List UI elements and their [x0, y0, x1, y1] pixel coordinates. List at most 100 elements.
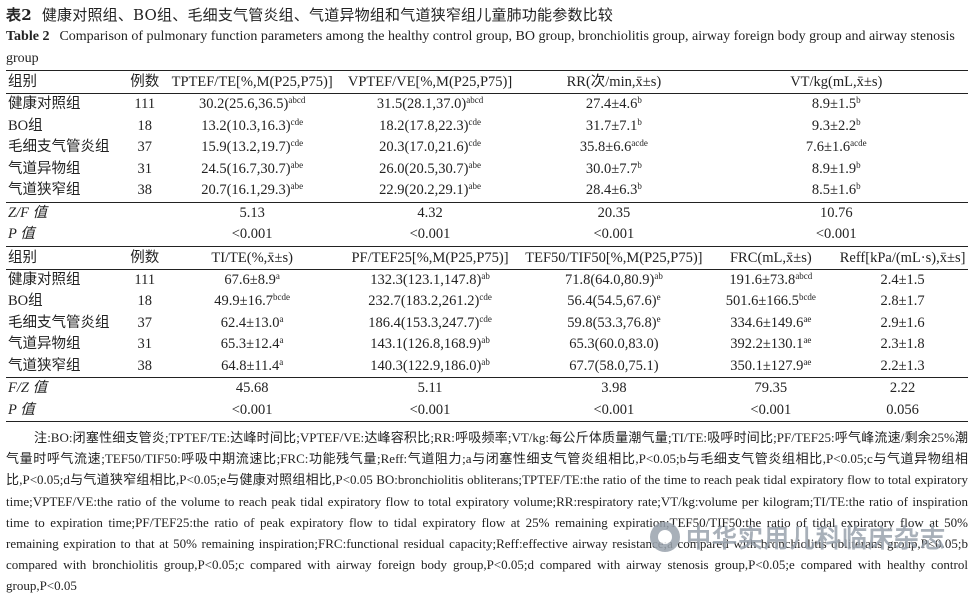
table2-value-cell: 191.6±73.8abcd — [705, 269, 838, 291]
table2-value-cell-value: 49.9±16.7 — [214, 293, 274, 309]
table1-value-cell-superscript: abcd — [466, 95, 484, 105]
table1-value-cell: 22.9(20.2,29.1)abe — [337, 180, 524, 202]
table2-p-value: <0.001 — [336, 399, 524, 422]
table1-group-cell: 气道狭窄组 — [8, 182, 81, 198]
table2-group-cell: BO组 — [8, 293, 43, 309]
table2-value-cell-value: 334.6±149.6 — [730, 314, 804, 331]
table1-value-cell-value: 24.5(16.7,30.7) — [201, 160, 291, 177]
table-caption-en: Table 2 Comparison of pulmonary function … — [6, 26, 969, 70]
table1-header-0: 组别 — [6, 70, 122, 94]
table2-value-cell-value: 140.3(122.9,186.0) — [370, 357, 482, 374]
table2-value-cell-value: 67.6±8.9 — [224, 271, 276, 288]
table-label-cn: 表2 — [6, 6, 32, 24]
table2-n-cell: 18 — [137, 293, 153, 309]
table1-value-cell-value: 8.5±1.6 — [811, 182, 857, 198]
table2-value-cell-value: 64.8±11.4 — [221, 357, 280, 374]
table1-value-cell-superscript: cde — [468, 116, 481, 127]
table2-value-cell-value: 2.8±1.7 — [880, 293, 925, 309]
table1-p-value: <0.001 — [409, 226, 451, 242]
table2-value-cell-superscript: ae — [803, 356, 812, 367]
table2-value-cell-value: 501.6±166.5 — [725, 293, 799, 309]
table1-value-cell-superscript: cde — [290, 138, 304, 148]
table2-value-cell-superscript: cde — [479, 292, 492, 302]
table1-group-cell: BO组 — [8, 117, 43, 134]
table1-row: 气道异物组 31 24.5(16.7,30.7)abe 26.0(20.5,30.7)… — [6, 159, 968, 181]
table1-value-cell-superscript: abcd — [288, 95, 306, 105]
table2-value-cell: 2.2±1.3 — [837, 356, 968, 378]
table2-value-cell: 2.9±1.6 — [837, 313, 968, 335]
table2-value-cell-superscript: ae — [803, 313, 812, 324]
table2-value-cell-value: 2.3±1.8 — [880, 336, 925, 352]
table1-value-cell: 24.5(16.7,30.7)abe — [168, 159, 337, 181]
table1-n-cell: 38 — [137, 182, 153, 198]
table1-value-cell-superscript: cde — [468, 138, 481, 148]
table1-value-cell-superscript: abe — [290, 181, 304, 191]
journal-logo-icon — [650, 522, 680, 552]
table2-value-cell-value: 132.3(123.1,147.8) — [370, 271, 482, 288]
table2-header-row: 组别 例数 TI/TE(%,x̄±s) PF/TEF25[%,M(P25,P75)] T… — [6, 245, 968, 270]
table1-value-cell-superscript: b — [856, 181, 861, 191]
table2-stat-value: 5.11 — [336, 377, 524, 400]
table2-stat-value: 79.35 — [704, 377, 838, 400]
table1-stat-value: 20.35 — [523, 201, 705, 224]
table1-value-cell-superscript: acde — [850, 138, 867, 148]
table1-row: BO组 18 13.2(10.3,16.3)cde 18.2(17.8,22.3)cd… — [6, 116, 968, 138]
table-title-en: Comparison of pulmonary function paramet… — [6, 29, 955, 66]
table2-value-cell-value: 67.7(58.0,75.1) — [569, 357, 659, 374]
table2-group-cell: 毛细支气管炎组 — [8, 314, 110, 331]
table1-group-cell: 健康对照组 — [8, 96, 81, 112]
table1-value-cell-superscript: b — [856, 159, 861, 170]
table1-value-cell-value: 27.4±4.6 — [585, 96, 638, 112]
table1-value-cell-superscript: b — [856, 95, 861, 105]
table2-stat-value: 2.22 — [837, 377, 968, 400]
table2-value-cell-value: 59.8(53.3,76.8) — [567, 314, 657, 331]
table-title-cn: 健康对照组、BO组、毛细支气管炎组、气道异物组和气道狭窄组儿童肺功能参数比较 — [41, 6, 614, 24]
table1-value-cell-value: 15.9(13.2,19.7) — [201, 139, 291, 155]
table2-p-value: <0.001 — [523, 399, 705, 422]
table2-value-cell: 67.6±8.9a — [168, 269, 337, 291]
table1-value-cell-value: 22.9(20.2,29.1) — [379, 182, 469, 198]
table1-value-cell-superscript: abe — [290, 159, 304, 170]
table1-value-cell-value: 26.0(20.5,30.7) — [379, 160, 469, 177]
table1-header-2: TPTEF/TE[%,M(P25,P75)] — [167, 70, 337, 94]
table1-value-cell-superscript: cde — [290, 116, 304, 127]
pulmonary-function-table: 组别 例数 TPTEF/TE[%,M(P25,P75)] VPTEF/VE[%,M(P… — [6, 70, 968, 422]
table1-header-row: 组别 例数 TPTEF/TE[%,M(P25,P75)] VPTEF/VE[%,M(P… — [6, 70, 968, 94]
table2-stat-value: 45.68 — [167, 377, 337, 400]
table1-row: 毛细支气管炎组 37 15.9(13.2,19.7)cde 20.3(17.0,21.… — [6, 137, 968, 159]
table2-n-cell: 37 — [137, 314, 153, 331]
table2-value-cell-value: 62.4±13.0 — [220, 314, 280, 331]
table2-value-cell-superscript: bcde — [273, 292, 291, 302]
table2-value-cell-value: 143.1(126.8,168.9) — [370, 336, 482, 352]
table2-value-cell-superscript: a — [279, 313, 284, 324]
table1-stat-row: Z/F 值 5.13 4.32 20.35 10.76 — [6, 201, 968, 224]
watermark-text: 中华实用儿科临床杂志 — [686, 524, 947, 553]
table2-p-value: <0.001 — [704, 399, 838, 422]
table1-value-cell: 27.4±4.6b — [523, 94, 704, 116]
table2-value-cell: 64.8±11.4a — [168, 356, 337, 378]
table2-group-cell: 气道异物组 — [8, 336, 81, 352]
table1-value-cell-value: 31.5(28.1,37.0) — [376, 96, 467, 112]
table2-stat-label: F/Z 值 — [6, 377, 168, 400]
table1-value-cell-value: 30.2(25.6,36.5) — [198, 96, 289, 112]
table2-value-cell-superscript: ab — [654, 270, 663, 281]
table1-p-value: <0.001 — [231, 226, 273, 242]
table2-value-cell: 59.8(53.3,76.8)e — [523, 313, 704, 335]
table1-n-cell: 18 — [137, 117, 153, 134]
table1-value-cell-superscript: b — [856, 116, 861, 127]
table2-value-cell-superscript: ab — [481, 356, 490, 367]
table1-value-cell: 15.9(13.2,19.7)cde — [168, 137, 337, 159]
table2-value-cell: 186.4(153.3,247.7)cde — [337, 313, 524, 335]
table1-value-cell-superscript: b — [637, 95, 642, 105]
table1-value-cell-value: 8.9±1.5 — [811, 96, 857, 112]
table1-stat-value: 10.76 — [704, 201, 968, 224]
table2-value-cell-value: 392.2±130.1 — [730, 336, 804, 352]
table2-value-cell-value: 2.4±1.5 — [880, 271, 925, 288]
table1-header-4: RR(次/min,x̄±s) — [523, 70, 705, 94]
table1-value-cell: 30.2(25.6,36.5)abcd — [168, 94, 337, 116]
journal-watermark: 中华实用儿科临床杂志 — [650, 517, 970, 557]
table2-header-3: PF/TEF25[%,M(P25,P75)] — [336, 245, 524, 270]
table1-value-cell: 18.2(17.8,22.3)cde — [337, 116, 524, 138]
table2-value-cell-value: 2.9±1.6 — [880, 314, 925, 331]
table2-value-cell-value: 191.6±73.8 — [729, 271, 796, 288]
